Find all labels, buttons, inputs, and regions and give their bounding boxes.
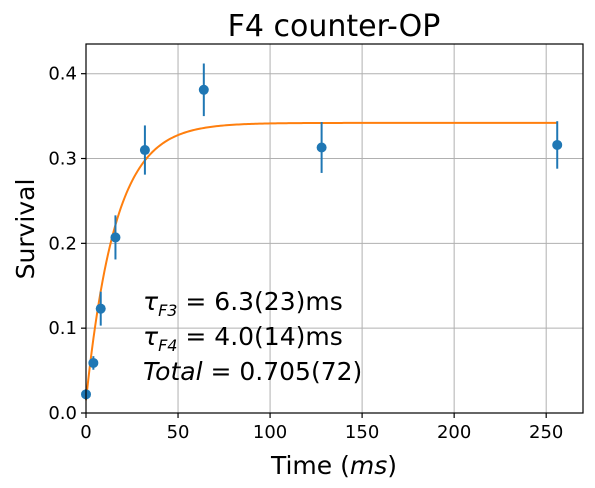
x-tick-label: 50 [167, 422, 190, 443]
data-point [139, 145, 150, 156]
y-tick-label: 0.4 [48, 64, 77, 85]
data-point [198, 84, 209, 95]
y-tick-label: 0.2 [48, 233, 77, 254]
annotation-total: Total = 0.705(72) [143, 357, 362, 386]
data-point [316, 142, 327, 153]
data-point [552, 139, 563, 150]
x-axis-label: Time (ms) [270, 451, 397, 480]
y-tick-label: 0.3 [48, 149, 77, 170]
y-axis-label: Survival [11, 179, 40, 280]
data-point [95, 303, 106, 314]
x-tick-label: 100 [253, 422, 287, 443]
data-point [110, 232, 121, 243]
x-axis-label-unit: ms [350, 451, 387, 480]
y-tick-label: 0.1 [48, 318, 77, 339]
x-tick-label: 200 [437, 422, 471, 443]
annotation-tau-f4: τF4 = 4.0(14)ms [143, 322, 343, 355]
x-axis-label-text: Time ( [270, 451, 350, 480]
axis-ticks: 0 50 100 150 200 250 0.0 0.1 0.2 0.3 0.4 [48, 64, 563, 443]
fit-annotation: τF3 = 6.3(23)ms τF4 = 4.0(14)ms Total = … [143, 287, 362, 386]
annotation-tau-f3: τF3 = 6.3(23)ms [143, 287, 343, 320]
plot-frame [85, 43, 584, 414]
chart-title: F4 counter-OP [228, 9, 441, 44]
y-tick-label: 0.0 [48, 403, 77, 424]
data-point [88, 357, 99, 368]
x-axis-label-close: ) [387, 451, 397, 480]
x-tick-label: 250 [529, 422, 563, 443]
x-tick-label: 150 [345, 422, 379, 443]
x-tick-label: 0 [80, 422, 91, 443]
